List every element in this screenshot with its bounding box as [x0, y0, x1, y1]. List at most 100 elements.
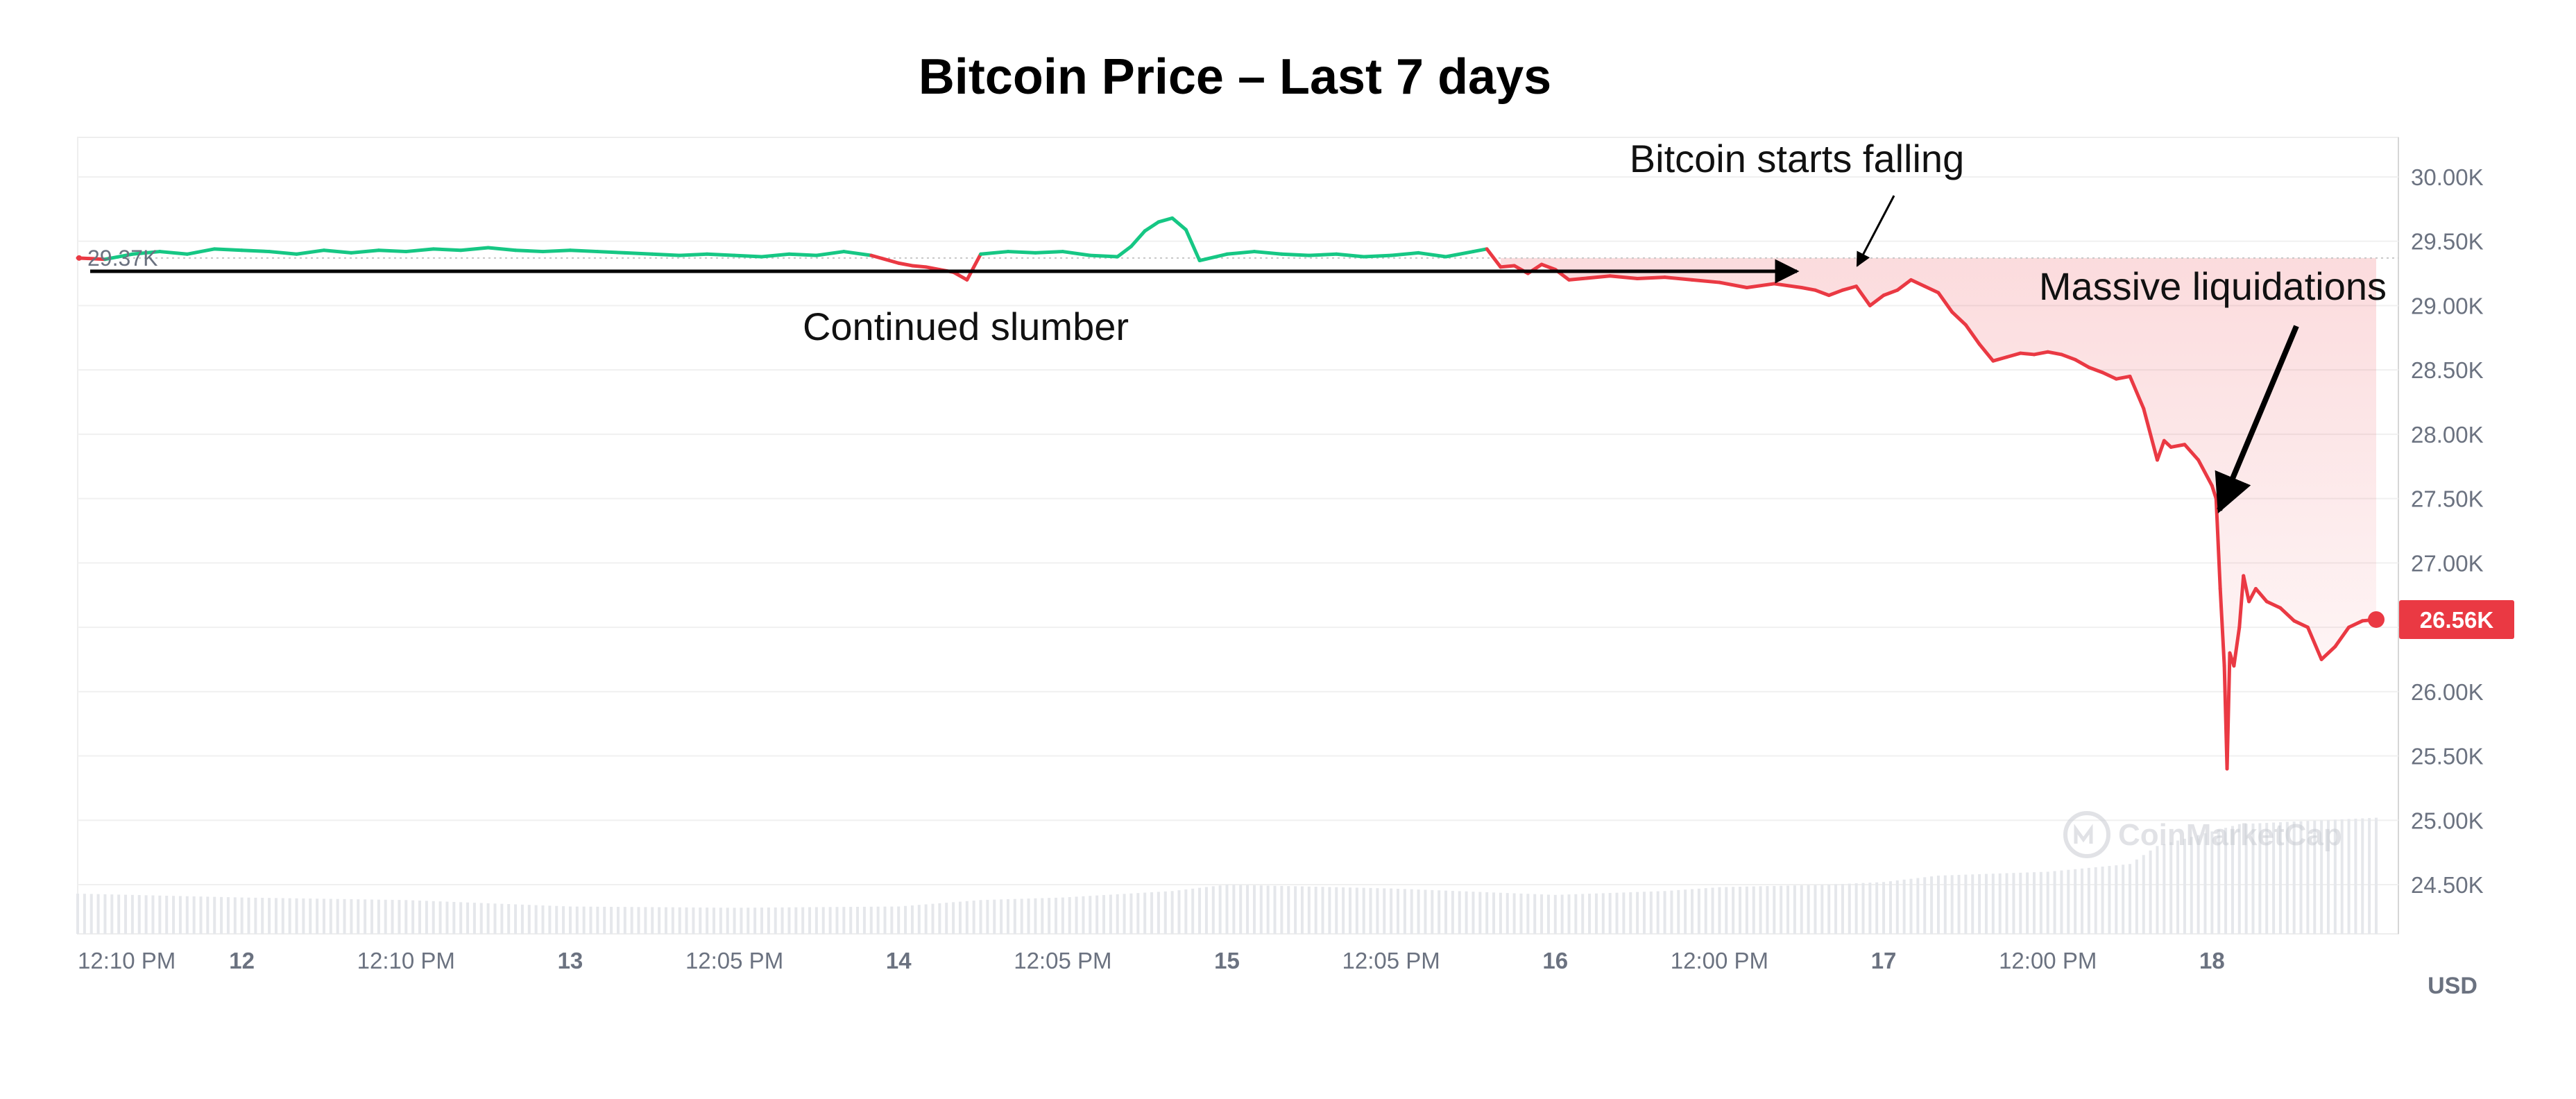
volume-bar: [165, 895, 169, 934]
x-tick-label: 16: [1542, 948, 1568, 973]
volume-bar: [2122, 864, 2125, 934]
volume-bar: [466, 902, 470, 934]
volume-bar: [596, 906, 599, 934]
volume-bar: [699, 907, 702, 934]
price-segment: [1471, 247, 1489, 254]
volume-bar: [2094, 867, 2097, 934]
reference-dot: [76, 255, 82, 261]
volume-bar: [814, 907, 818, 934]
volume-bar: [1793, 885, 1796, 934]
price-segment: [787, 252, 819, 257]
volume-bar: [479, 903, 483, 934]
price-segment: [2073, 357, 2091, 369]
volume-bar: [1957, 874, 1961, 934]
price-segment: [2197, 458, 2214, 488]
price-segment: [2237, 574, 2246, 629]
volume-bar: [1505, 893, 1509, 934]
volume-bar: [2326, 819, 2330, 934]
volume-bar: [1300, 886, 1304, 934]
reference-price-tag: 29.37K: [76, 246, 157, 271]
volume-bar: [2210, 831, 2214, 934]
volume-bar: [2285, 821, 2289, 934]
volume-bar: [1526, 894, 1530, 934]
volume-bar: [1383, 888, 1386, 934]
price-segment: [1334, 252, 1366, 259]
price-segment: [240, 248, 271, 254]
volume-bar: [2019, 872, 2022, 934]
volume-bar: [1834, 884, 1838, 934]
volume-bar: [1451, 891, 1454, 934]
volume-bar: [520, 904, 524, 934]
price-segment: [486, 246, 518, 253]
price-segment: [1922, 284, 1940, 295]
volume-bar: [685, 907, 688, 934]
price-segment: [1963, 323, 1981, 346]
price-segment: [2305, 625, 2323, 661]
volume-bar: [917, 905, 921, 934]
volume-bars: [76, 817, 2378, 934]
volume-bar: [2217, 829, 2221, 934]
volume-bar: [117, 894, 121, 934]
volume-bar: [1656, 891, 1660, 934]
volume-bar: [2176, 840, 2180, 934]
volume-bar: [398, 900, 401, 934]
price-segment: [623, 250, 654, 256]
volume-bar: [1814, 885, 1817, 934]
volume-bar: [616, 907, 620, 934]
volume-bar: [1690, 889, 1694, 934]
volume-bar: [555, 905, 558, 934]
volume-bar: [1266, 885, 1270, 934]
volume-bar: [1280, 885, 1283, 934]
volume-bar: [302, 898, 305, 934]
price-segment: [869, 253, 901, 265]
volume-bar: [1861, 883, 1865, 934]
volume-bar: [2272, 822, 2276, 934]
price-segment: [1499, 264, 1517, 269]
volume-bar: [1998, 873, 2002, 934]
volume-bar: [924, 904, 928, 934]
price-area: [78, 257, 2398, 769]
volume-bar: [1342, 887, 1345, 934]
volume-bar: [1438, 890, 1441, 934]
price-segment: [2253, 586, 2269, 604]
volume-bar: [1923, 877, 1927, 934]
volume-bar: [1314, 887, 1317, 934]
price-segment: [2232, 625, 2242, 668]
price-segment: [2225, 651, 2232, 771]
volume-bar: [658, 907, 661, 934]
volume-bar: [1499, 892, 1502, 934]
volume-bar: [1636, 892, 1639, 934]
volume-bar: [2115, 865, 2118, 934]
volume-bar: [671, 907, 674, 934]
volume-bar: [1841, 884, 1844, 934]
price-segment: [896, 261, 914, 268]
price-area-fill: [1500, 257, 2376, 769]
volume-bar: [1287, 886, 1290, 934]
price-segment: [1143, 220, 1161, 233]
price-segment: [2101, 370, 2118, 381]
volume-bar: [240, 897, 244, 934]
volume-bar: [965, 901, 969, 934]
price-line: [76, 216, 2378, 771]
price-segment: [2242, 574, 2251, 604]
volume-bar: [2230, 826, 2234, 934]
volume-bar: [2053, 871, 2056, 934]
volume-bar: [1615, 892, 1619, 934]
price-segment: [267, 250, 299, 256]
price-segment: [2155, 438, 2166, 462]
volume-bar: [1485, 892, 1489, 934]
volume-bar: [938, 903, 941, 934]
volume-bar: [493, 903, 497, 934]
volume-bar: [1936, 876, 1940, 934]
volume-bar: [1780, 885, 1783, 934]
volume-bar: [2278, 822, 2282, 934]
volume-bar: [1307, 886, 1311, 934]
volume-bar: [1136, 893, 1140, 934]
plot-frame: [77, 137, 2399, 935]
price-segment: [2032, 350, 2050, 357]
volume-bar: [172, 896, 176, 934]
volume-bar: [541, 905, 545, 934]
volume-bar: [1232, 885, 1236, 934]
volume-bar: [2299, 821, 2303, 934]
volume-bar: [1512, 893, 1516, 934]
